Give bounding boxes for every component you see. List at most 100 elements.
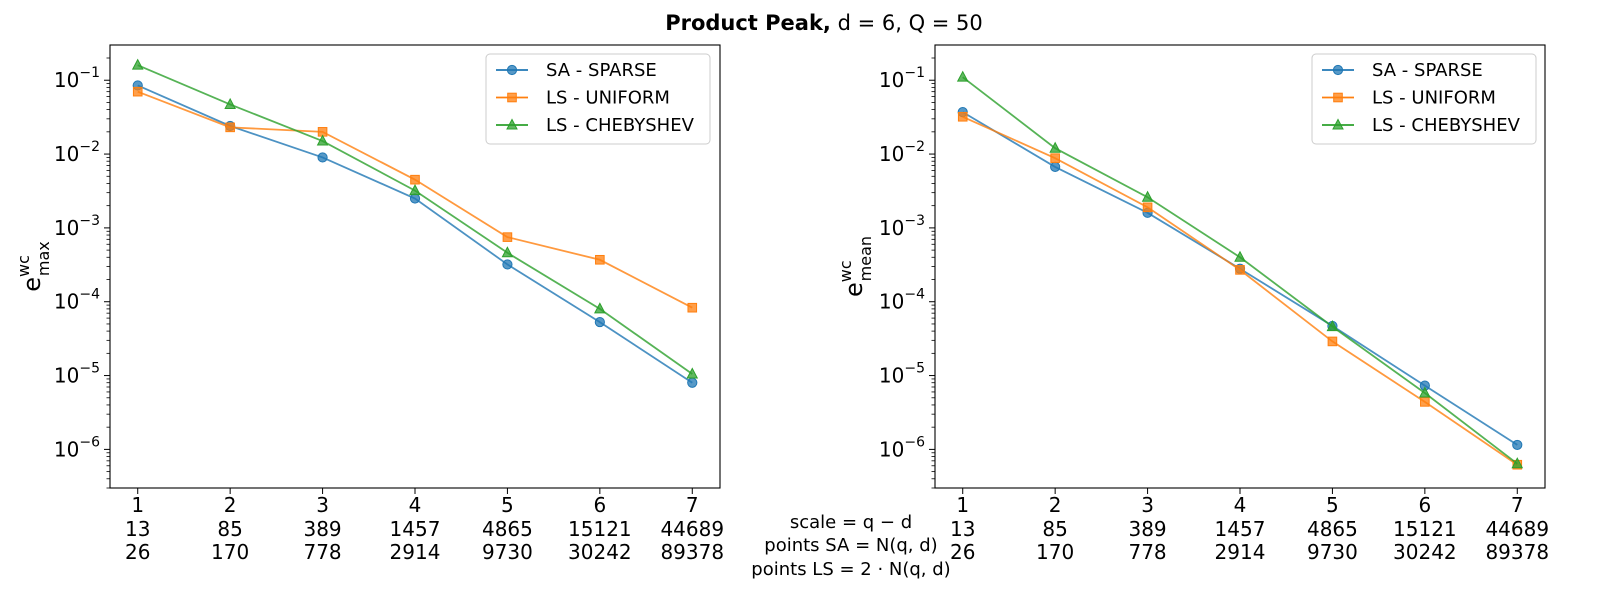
legend: SA - SPARSE LS - UNIFORM LS - CHEBYSHEV [1311,53,1537,145]
data-point [1141,190,1154,202]
y-tick-label-exponent: −5 [79,361,100,377]
y-tick-label: 10−1 [879,65,925,92]
x-tick-points-sa: 15121 [1393,517,1457,541]
x-tick-points-sa: 389 [303,517,341,541]
legend-label: LS - UNIFORM [1372,88,1496,109]
y-tick-label-exponent: −1 [79,65,100,81]
legend-marker [1332,64,1344,76]
y-tick-label-base: 10 [54,216,79,240]
x-tick-points-ls: 2914 [390,540,441,564]
x-tick-points-ls: 26 [950,540,975,564]
y-tick-label-base: 10 [879,364,904,388]
legend-label: LS - CHEBYSHEV [1372,115,1521,136]
scale-label: scale = q − d [790,512,912,533]
y-tick-label-exponent: −3 [904,213,925,229]
y-tick-label: 10−1 [54,65,100,92]
y-tick-label-base: 10 [54,290,79,314]
y-tick-label-exponent: −1 [904,65,925,81]
data-point [687,377,698,388]
bottom-center-labels: scale = q − d points SA = N(q, d) points… [751,512,950,580]
data-point [1234,250,1246,262]
x-tick-points-ls: 30242 [568,540,632,564]
x-tick-points-sa: 389 [1128,517,1166,541]
y-tick-label: 10−5 [879,361,925,388]
x-tick-points-ls: 778 [1128,540,1166,564]
legend-box [485,53,711,145]
series-sa-sparse [957,107,1523,451]
data-point [1327,336,1338,347]
x-tick-label: 7 [686,493,699,517]
data-point [1511,457,1524,469]
y-tick-label-base: 10 [879,437,904,461]
y-axis-label-sup: wc [836,260,855,282]
data-point [1050,153,1060,163]
data-point [410,174,420,185]
x-tick-points-sa: 13 [125,517,150,541]
data-point [1326,320,1339,332]
x-tick-label: 5 [1326,493,1339,517]
data-point [687,302,698,313]
y-axis-label-sub: mean [856,236,875,281]
x-tick-points-ls: 170 [211,540,249,564]
x-tick-label: 6 [593,493,606,517]
x-tick-points-sa: 4865 [482,517,533,541]
legend-marker [1332,118,1344,130]
x-tick-label: 3 [316,493,329,517]
chart-mean-error: 10−110−210−310−410−510−61132628517033897… [836,44,1549,564]
x-tick-points-sa: 85 [217,517,242,541]
y-axis-label-sub: max [34,241,53,276]
series-ls-chebyshev [956,70,1524,469]
x-tick-points-ls: 26 [125,540,150,564]
y-tick-label-base: 10 [54,437,79,461]
y-tick-label-exponent: −5 [904,361,925,377]
x-tick-points-sa: 1457 [390,517,441,541]
legend-box [1311,53,1537,145]
y-tick-label-exponent: −2 [79,139,100,155]
x-tick-label: 3 [1141,493,1154,517]
y-axis-label: ewcmax [14,241,53,292]
y-tick-label-base: 10 [54,142,79,166]
y-minor-ticks [106,57,110,489]
legend: SA - SPARSE LS - UNIFORM LS - CHEBYSHEV [485,53,711,145]
y-tick-label: 10−4 [879,287,925,314]
data-point [1419,386,1431,398]
x-tick-label: 5 [501,493,514,517]
data-point [956,70,969,82]
series-line [962,115,1518,466]
x-tick-points-sa: 4865 [1307,517,1358,541]
x-tick-points-sa: 44689 [1485,517,1549,541]
data-point [957,111,968,122]
x-tick-points-ls: 778 [303,540,341,564]
x-tick-points-sa: 13 [950,517,975,541]
data-point [225,122,235,133]
y-tick-label: 10−3 [879,213,925,240]
y-tick-label-base: 10 [879,142,904,166]
y-tick-label-base: 10 [879,68,904,92]
data-point [1512,439,1523,451]
series-ls-uniform [957,111,1523,470]
series-line [962,111,1518,446]
y-tick-label: 10−6 [54,434,100,461]
figure-title: Product Peak, d = 6, Q = 50 [665,11,983,35]
x-tick-label: 2 [1049,493,1062,517]
legend-label: SA - SPARSE [546,60,657,81]
x-tick-points-sa: 85 [1042,517,1067,541]
data-point [1050,161,1061,173]
x-tick-points-ls: 2914 [1215,540,1266,564]
y-tick-label-exponent: −6 [904,434,925,450]
y-tick-label-base: 10 [54,364,79,388]
data-point [409,184,421,196]
data-point [594,316,605,328]
y-tick-label: 10−4 [54,287,100,314]
x-tick-points-ls: 89378 [1485,540,1549,564]
x-tick-label: 6 [1418,493,1431,517]
data-point [502,259,513,270]
y-tick-label: 10−3 [54,213,100,240]
x-tick-label: 1 [956,493,969,517]
x-tick-points-ls: 170 [1036,540,1074,564]
y-tick-label-base: 10 [54,68,79,92]
points-ls-label: points LS = 2 · N(q, d) [751,559,950,580]
legend-marker [507,92,517,103]
y-tick-label: 10−6 [879,434,925,461]
